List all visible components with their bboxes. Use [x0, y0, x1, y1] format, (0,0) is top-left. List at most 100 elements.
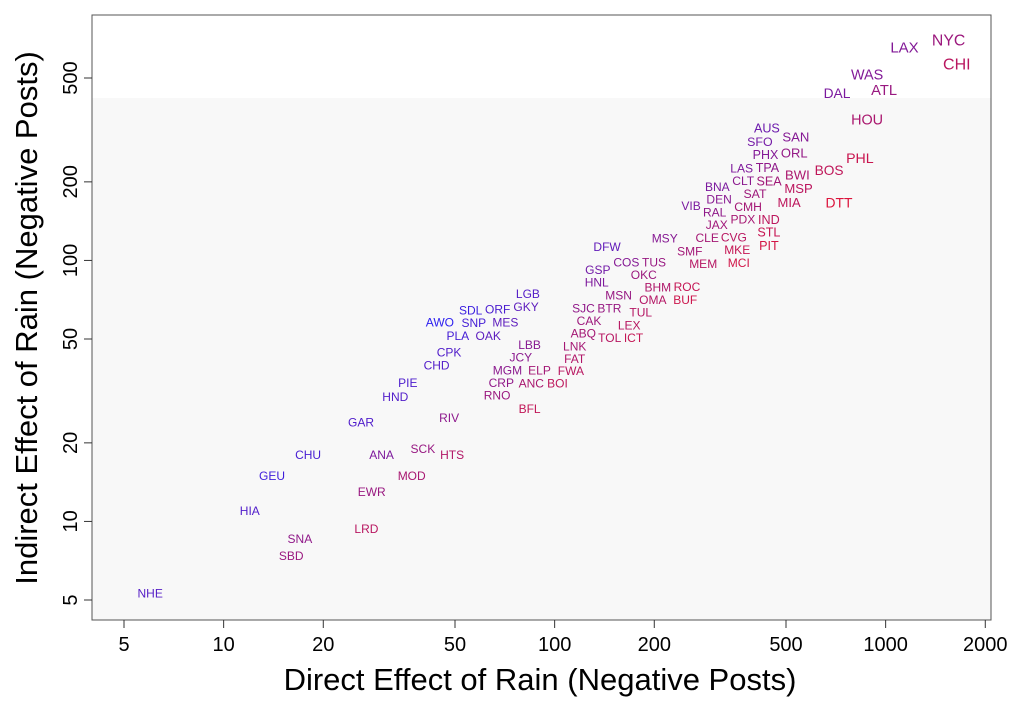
y-tick-label: 100	[60, 244, 82, 277]
point-label-lgb: LGB	[516, 287, 540, 301]
point-label-dfw: DFW	[593, 240, 621, 254]
point-label-jcy: JCY	[509, 350, 532, 364]
point-label-okc: OKC	[631, 268, 657, 282]
point-label-was: WAS	[851, 67, 883, 83]
point-label-smf: SMF	[677, 244, 702, 258]
point-label-tus: TUS	[642, 256, 666, 270]
point-label-sea: SEA	[756, 174, 782, 188]
point-label-mke: MKE	[724, 243, 750, 257]
point-label-stl: STL	[757, 226, 780, 240]
point-label-vib: VIB	[681, 199, 700, 213]
point-label-crp: CRP	[489, 376, 514, 390]
point-label-phx: PHX	[753, 148, 779, 162]
point-label-mia: MIA	[778, 195, 801, 210]
y-tick-label: 20	[60, 432, 82, 454]
x-axis: 5 10 20 50 100 200 500 1000 2000	[118, 620, 1008, 656]
y-tick-label: 10	[60, 510, 82, 532]
point-label-riv: RIV	[439, 411, 459, 425]
point-label-chd: CHD	[424, 359, 450, 373]
point-label-gar: GAR	[348, 416, 374, 430]
point-label-pie: PIE	[398, 376, 417, 390]
point-label-sbd: SBD	[279, 549, 304, 563]
point-label-awo: AWO	[426, 316, 454, 330]
point-label-buf: BUF	[673, 293, 697, 307]
point-label-msp: MSP	[784, 181, 813, 196]
point-label-ewr: EWR	[358, 485, 386, 499]
point-label-msy: MSY	[652, 231, 678, 245]
point-label-hnl: HNL	[585, 276, 609, 290]
point-label-den: DEN	[706, 193, 731, 207]
point-label-las: LAS	[730, 161, 753, 175]
x-tick-label: 1000	[863, 634, 908, 656]
point-label-lax: LAX	[890, 39, 918, 56]
point-label-sfo: SFO	[747, 135, 773, 149]
point-label-sdl: SDL	[459, 303, 483, 317]
point-label-hou: HOU	[851, 112, 883, 128]
point-label-ict: ICT	[624, 331, 644, 345]
point-label-cmh: CMH	[734, 200, 762, 214]
point-label-phl: PHL	[846, 151, 874, 167]
point-label-oak: OAK	[476, 329, 501, 343]
point-label-abq: ABQ	[571, 326, 596, 340]
x-tick-label: 2000	[963, 634, 1008, 656]
point-label-anc: ANC	[519, 377, 545, 391]
point-label-bhm: BHM	[644, 281, 671, 295]
point-label-lex: LEX	[618, 319, 641, 333]
point-label-sck: SCK	[411, 442, 436, 456]
point-label-boi: BOI	[547, 377, 568, 391]
point-label-mgm: MGM	[493, 363, 522, 377]
point-label-cak: CAK	[577, 314, 602, 328]
point-label-rno: RNO	[484, 388, 511, 402]
point-label-tol: TOL	[598, 331, 621, 345]
point-label-pdx: PDX	[730, 213, 755, 227]
point-label-cos: COS	[613, 256, 639, 270]
x-tick-label: 20	[312, 634, 334, 656]
point-label-bfl: BFL	[519, 402, 541, 416]
y-tick-label: 200	[60, 165, 82, 198]
point-label-bna: BNA	[705, 180, 730, 194]
point-label-tpa: TPA	[756, 161, 780, 175]
point-label-sna: SNA	[288, 532, 313, 546]
point-label-snp: SNP	[461, 316, 486, 330]
point-label-atl: ATL	[871, 83, 897, 99]
point-label-oma: OMA	[639, 293, 666, 307]
x-tick-label: 10	[213, 634, 235, 656]
x-tick-label: 200	[638, 634, 671, 656]
point-label-fat: FAT	[564, 352, 586, 366]
y-tick-label: 5	[60, 594, 82, 605]
y-tick-label: 500	[60, 61, 82, 94]
y-tick-label: 50	[60, 328, 82, 350]
x-tick-label: 100	[538, 634, 571, 656]
point-label-gky: GKY	[513, 300, 538, 314]
point-label-aus: AUS	[754, 122, 780, 136]
point-label-bos: BOS	[815, 163, 844, 178]
point-label-mes: MES	[492, 316, 518, 330]
point-label-hts: HTS	[440, 448, 464, 462]
point-label-fwa: FWA	[558, 364, 584, 378]
point-label-sat: SAT	[743, 187, 766, 201]
point-label-lbb: LBB	[518, 338, 541, 352]
point-label-chi: CHI	[943, 57, 971, 74]
plot-background-shade	[92, 98, 991, 620]
plot-frame	[91, 14, 992, 621]
point-label-orf: ORF	[485, 303, 510, 317]
point-label-ral: RAL	[703, 206, 727, 220]
point-label-cle: CLE	[696, 231, 719, 245]
point-label-btr: BTR	[597, 301, 621, 315]
point-label-mci: MCI	[728, 256, 750, 270]
point-label-lrd: LRD	[354, 522, 378, 536]
point-label-cvg: CVG	[721, 231, 747, 245]
x-tick-label: 5	[118, 634, 129, 656]
point-label-roc: ROC	[674, 280, 701, 294]
x-tick-label: 50	[444, 634, 466, 656]
y-axis: 5 10 20 50 100 200 500	[60, 61, 92, 606]
point-label-san: SAN	[782, 130, 809, 145]
point-label-ind: IND	[758, 213, 780, 227]
point-label-nyc: NYC	[932, 33, 965, 50]
point-label-nhe: NHE	[138, 587, 163, 601]
point-label-clt: CLT	[732, 174, 755, 188]
point-label-tul: TUL	[629, 306, 652, 320]
point-label-pla: PLA	[446, 329, 469, 343]
